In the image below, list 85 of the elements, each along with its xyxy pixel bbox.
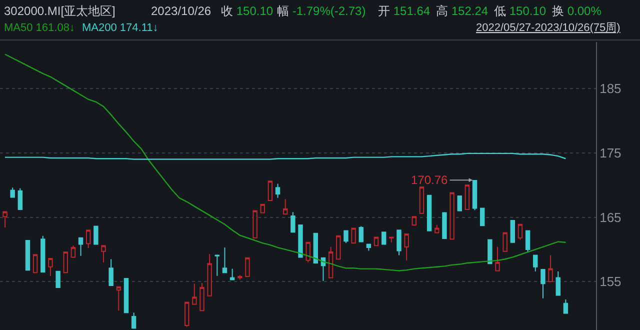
candlestick	[275, 183, 280, 198]
candlestick	[374, 236, 379, 246]
candlestick	[502, 232, 508, 252]
candlestick	[419, 186, 424, 214]
candlestick	[533, 254, 538, 272]
candlestick	[328, 246, 334, 278]
candlestick	[396, 230, 402, 256]
candlestick	[101, 245, 106, 263]
candlestick	[450, 192, 454, 240]
candlestick	[457, 195, 462, 212]
text: MA200 174.11↓	[82, 22, 158, 34]
candlestick	[252, 210, 258, 238]
candlestick	[404, 234, 409, 261]
candlestick	[25, 240, 30, 271]
candlestick	[108, 258, 114, 286]
candlestick	[18, 188, 23, 210]
candlestick	[2, 211, 8, 228]
candlestick	[518, 224, 523, 240]
line-series	[4, 54, 566, 272]
candlestick	[510, 220, 516, 243]
candlestick	[63, 252, 68, 274]
candlestick	[563, 298, 568, 314]
candlestick	[10, 187, 15, 198]
candlestick	[94, 226, 98, 245]
candlestick	[488, 239, 492, 264]
text: 开 151.64	[378, 4, 430, 18]
y-tick-label: 185	[600, 80, 622, 96]
candlestick	[282, 198, 288, 215]
candlestick	[344, 230, 348, 244]
candlestick	[495, 246, 500, 272]
candlestick	[556, 270, 560, 296]
candlestick	[131, 312, 136, 330]
candlestick	[260, 204, 265, 214]
text: 收 150.10	[221, 4, 274, 18]
candlestick	[434, 224, 440, 234]
text: 2022/05/27-2023/10/26(75周)	[476, 22, 620, 34]
text: 幅 -1.79%(-2.73)	[277, 4, 366, 18]
candlestick	[358, 226, 364, 242]
chart-title: 302000.MI[亚太地区]	[4, 4, 116, 18]
text: 2023/10/26	[151, 4, 212, 18]
text: MA50 161.08↓	[4, 22, 75, 34]
candlestick	[548, 254, 553, 282]
candlestick	[245, 257, 250, 278]
candlestick	[351, 228, 356, 244]
candlestick	[78, 237, 84, 256]
candlestick	[480, 208, 485, 226]
candlestick	[56, 270, 60, 288]
candlestick	[238, 274, 242, 280]
candlestick	[290, 212, 296, 233]
candlestick	[214, 254, 220, 276]
candlestick	[464, 184, 470, 210]
candlestick	[412, 216, 417, 226]
candlestick	[540, 268, 546, 299]
text: 低 150.10	[494, 4, 546, 18]
candlestick	[381, 232, 386, 245]
candlestick	[230, 268, 235, 280]
y-tick-label: 175	[600, 145, 622, 160]
candlestick	[116, 286, 122, 312]
text: 换 0.00%	[552, 4, 602, 18]
candlestick	[48, 258, 53, 276]
candlestick	[192, 283, 197, 305]
candlestick	[184, 302, 190, 328]
candlestick	[320, 257, 326, 282]
candlestick	[442, 212, 447, 240]
candlestick	[86, 230, 91, 249]
candlestick	[306, 242, 310, 263]
candlestick	[207, 253, 212, 296]
candlestick	[366, 244, 372, 252]
candlestick	[426, 194, 432, 232]
candlestick	[313, 232, 318, 264]
candlestick	[40, 235, 46, 273]
candlestick	[70, 245, 76, 258]
candlestick	[298, 224, 303, 258]
candlestick	[336, 235, 341, 260]
y-tick-label: 165	[600, 210, 622, 225]
candlestick	[200, 282, 204, 312]
annotation: 170.76	[411, 173, 448, 187]
candlestick	[268, 180, 273, 201]
candlestick	[124, 278, 129, 314]
candlestick	[389, 236, 394, 243]
text: 高 152.24	[436, 4, 488, 18]
y-tick-label: 155	[600, 274, 622, 290]
candlestick	[32, 254, 38, 274]
candlestick	[222, 247, 228, 274]
candlestick	[525, 230, 530, 254]
